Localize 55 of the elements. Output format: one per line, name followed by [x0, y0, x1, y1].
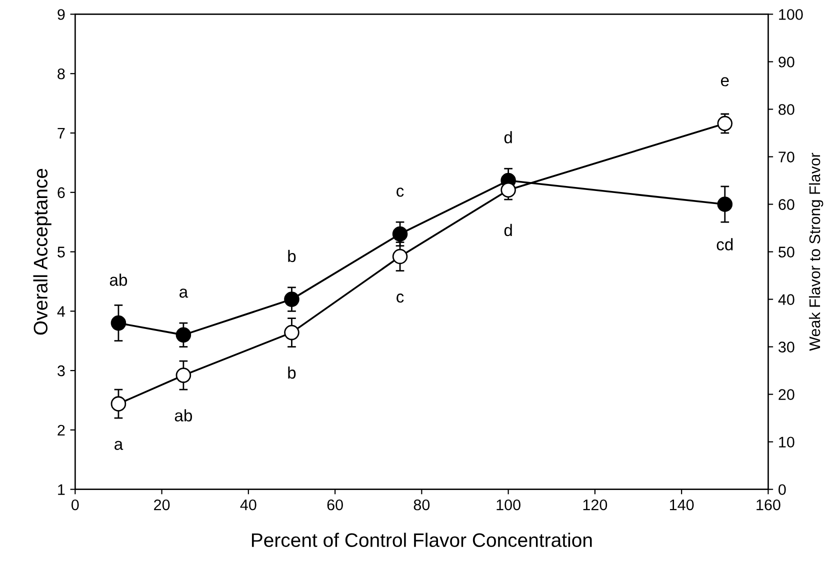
y2-tick-label: 60	[778, 199, 794, 210]
x-tick-label: 100	[496, 499, 520, 510]
y2-tick-label: 50	[778, 246, 794, 258]
annotation: d	[504, 224, 512, 236]
annotation: e	[720, 77, 729, 86]
x-axis-title: Percent of Control Flavor Concentration	[252, 532, 592, 548]
y2-tick-label: 30	[778, 342, 794, 352]
point	[176, 327, 192, 343]
annotation: c	[396, 294, 404, 303]
y-tick-label: 3	[58, 365, 65, 376]
x-tick-label: 20	[154, 499, 170, 510]
x-tick-label: 120	[583, 499, 608, 510]
annotation: ab	[174, 409, 192, 422]
y-axis-title: Overall Acceptance	[33, 168, 52, 335]
annotation: d	[504, 131, 512, 144]
point	[110, 315, 126, 331]
y2-tick-label: 10	[779, 436, 794, 448]
point	[284, 324, 300, 340]
y-tick-label: 1	[58, 484, 65, 495]
point	[110, 396, 126, 412]
y2-tick-label: 20	[778, 389, 794, 400]
x-tick-label: 40	[240, 499, 256, 510]
y-tick-label: 9	[58, 9, 65, 20]
annotation: b	[288, 366, 296, 379]
point	[284, 292, 300, 307]
x-tick-label: 140	[670, 499, 694, 510]
y2-axis-title: Weak Flavor to Strong Flavor	[808, 152, 824, 351]
x-tick-label: 80	[414, 499, 430, 510]
annotation: ab	[110, 274, 128, 286]
y2-tick-label: 70	[778, 152, 794, 162]
annotation: a	[180, 288, 188, 298]
y-tick-label: 7	[58, 128, 65, 139]
y2-tick-label: 90	[778, 56, 794, 68]
x-tick-label: 60	[327, 499, 343, 510]
point	[717, 196, 733, 212]
y-tick-label: 8	[58, 68, 65, 80]
y-tick-label: 4	[57, 306, 65, 317]
y2-tick-label: 40	[778, 294, 794, 305]
y-tick-label: 6	[58, 187, 65, 198]
y2-tick-label: 80	[778, 104, 794, 115]
point	[717, 116, 733, 132]
annotation: b	[288, 250, 296, 262]
y-tick-label: 5	[58, 246, 65, 258]
y-tick-label: 2	[58, 424, 65, 436]
x-tick-label: 160	[756, 499, 780, 510]
point	[392, 248, 408, 264]
point	[500, 182, 516, 198]
annotation: cd	[716, 238, 733, 250]
annotation: a	[114, 440, 124, 450]
x-tick-label: 0	[72, 499, 79, 510]
point	[176, 368, 192, 383]
y2-tick-label: 0	[778, 484, 786, 496]
annotation: c	[396, 188, 404, 197]
point	[392, 226, 408, 242]
y2-tick-label: 100	[779, 9, 803, 20]
